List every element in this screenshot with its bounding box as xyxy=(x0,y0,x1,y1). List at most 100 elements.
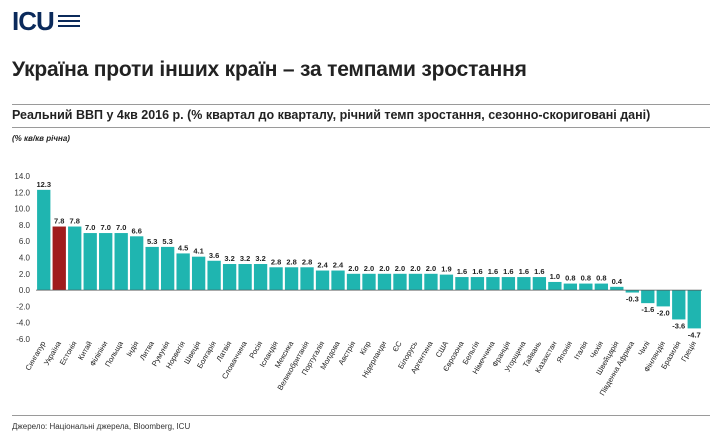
value-label: 2.0 xyxy=(426,264,436,273)
value-label: 7.0 xyxy=(116,223,126,232)
y-tick-label: 4.0 xyxy=(19,254,31,263)
x-tick-label: Японія xyxy=(555,340,575,365)
bar xyxy=(548,281,562,291)
bar xyxy=(114,233,128,291)
bottom-divider xyxy=(12,415,710,416)
value-label: 1.6 xyxy=(534,267,544,276)
value-label: 2.0 xyxy=(364,264,374,273)
value-label: 2.4 xyxy=(333,261,344,270)
y-tick-label: -4.0 xyxy=(16,319,30,328)
value-label: -2.0 xyxy=(657,308,670,317)
value-label: -4.7 xyxy=(688,330,701,339)
value-label: 1.6 xyxy=(503,267,513,276)
y-tick-label: 6.0 xyxy=(19,237,31,246)
bar xyxy=(610,286,624,291)
gdp-bar-chart: (% кв/кв річна) -6.0 -4.0 -2.0 0.0 2.0 4.0 6.0… xyxy=(12,134,702,397)
bar xyxy=(315,270,330,291)
value-label: -0.3 xyxy=(626,295,639,304)
bar xyxy=(656,290,670,307)
value-label: 1.6 xyxy=(519,267,529,276)
value-labels: 12.3 7.8 7.8 7.0 7.0 7.0 6.6 5.3 5.3 4.5 4.1 3.6 3.2… xyxy=(36,180,700,340)
bar xyxy=(377,273,392,291)
x-tick-label: Сингапур xyxy=(23,340,47,373)
bar xyxy=(83,233,97,291)
bar xyxy=(594,283,608,291)
bar xyxy=(253,264,268,291)
y-tick-label: 10.0 xyxy=(14,205,30,214)
bar xyxy=(641,290,655,304)
logo-text: ICU xyxy=(12,6,55,36)
chart-subtitle: Реальний ВВП у 4кв 2016 р. (% квартал до… xyxy=(12,108,651,122)
value-label: 3.2 xyxy=(255,254,265,263)
value-label: 2.8 xyxy=(271,257,281,266)
value-label: 2.8 xyxy=(302,257,312,266)
value-label: 7.8 xyxy=(70,217,80,226)
y-tick-label: 0.0 xyxy=(19,286,31,295)
x-tick-label: Кіпр xyxy=(358,340,373,357)
bar xyxy=(362,273,376,291)
bar xyxy=(37,189,51,291)
y-tick-label: -2.0 xyxy=(16,302,30,311)
value-label: 1.0 xyxy=(550,272,560,281)
y-tick-label: 12.0 xyxy=(14,188,30,197)
value-label: 12.3 xyxy=(36,180,51,189)
bar xyxy=(191,256,206,291)
bar xyxy=(439,274,454,291)
value-label: 1.6 xyxy=(488,267,498,276)
x-tick-label: Італія xyxy=(572,340,590,362)
y-tick-label: 14.0 xyxy=(14,172,30,181)
value-label: 1.9 xyxy=(441,265,451,274)
bar xyxy=(672,290,686,320)
bar xyxy=(579,283,593,291)
bar xyxy=(625,290,639,293)
value-label: 4.5 xyxy=(178,243,188,252)
x-tick-label: ЄС xyxy=(391,339,404,353)
x-axis-labels: СингапурУкраїнаЕстоніяКитайФіліпіниПольщ… xyxy=(23,339,698,397)
value-label: 6.6 xyxy=(131,226,141,235)
y-axis-label: (% кв/кв річна) xyxy=(12,134,70,143)
top-divider xyxy=(12,104,710,105)
x-tick-label: Греція xyxy=(679,340,698,364)
bar xyxy=(52,226,66,291)
bar xyxy=(68,226,82,291)
source-note: Джерело: Національні джерела, Bloomberg,… xyxy=(12,422,191,431)
bar xyxy=(176,253,190,291)
y-tick-label: 8.0 xyxy=(19,221,31,230)
value-label: 2.4 xyxy=(317,261,328,270)
bar xyxy=(145,246,159,291)
value-label: 0.8 xyxy=(581,274,591,283)
bar xyxy=(222,264,237,291)
bar xyxy=(346,273,361,291)
value-label: 3.2 xyxy=(224,254,234,263)
bar xyxy=(99,233,113,291)
value-label: 7.0 xyxy=(100,223,110,232)
value-label: 7.0 xyxy=(85,223,95,232)
value-label: 1.6 xyxy=(457,267,467,276)
value-label: 1.6 xyxy=(472,267,482,276)
x-tick-label: Чилі xyxy=(636,339,652,357)
bar xyxy=(160,246,175,291)
bar xyxy=(331,270,345,291)
value-label: 0.8 xyxy=(596,274,606,283)
bar xyxy=(501,277,516,291)
bar xyxy=(424,273,438,291)
value-label: 7.8 xyxy=(54,217,64,226)
value-label: 5.3 xyxy=(147,237,157,246)
value-label: -3.6 xyxy=(672,321,685,330)
bar xyxy=(687,290,701,329)
logo-lines-icon xyxy=(58,15,80,27)
bar xyxy=(455,277,469,291)
y-tick-label: -6.0 xyxy=(16,335,30,344)
y-axis: -6.0 -4.0 -2.0 0.0 2.0 4.0 6.0 8.0 10.0 12.0 14.0 xyxy=(14,172,30,344)
page-title: Україна проти інших країн – за темпами з… xyxy=(12,58,527,81)
value-label: -1.6 xyxy=(641,305,654,314)
value-label: 2.0 xyxy=(348,264,358,273)
bar xyxy=(238,264,252,291)
bar xyxy=(517,277,531,291)
bar xyxy=(532,277,547,291)
bar xyxy=(486,277,500,291)
value-label: 4.1 xyxy=(193,247,203,256)
value-label: 2.0 xyxy=(410,264,420,273)
value-label: 0.4 xyxy=(612,277,623,286)
value-label: 0.8 xyxy=(565,274,575,283)
